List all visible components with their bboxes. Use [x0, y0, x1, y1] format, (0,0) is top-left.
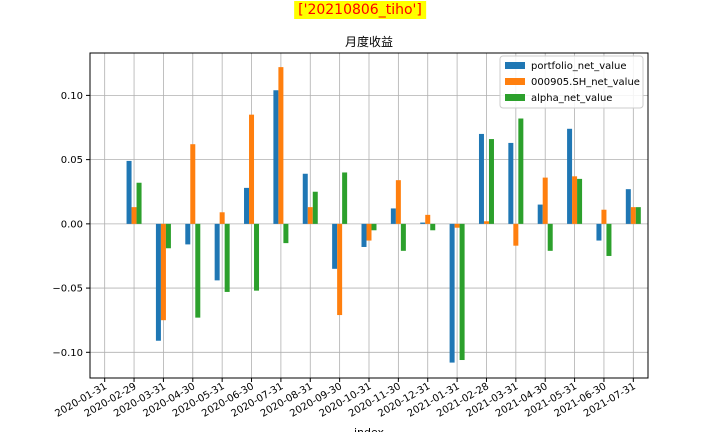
- legend-swatch: [505, 78, 525, 85]
- legend-swatch: [505, 62, 525, 69]
- x-axis: 2020-01-312020-02-292020-03-312020-04-30…: [53, 378, 638, 420]
- bar-alpha_net_value: [430, 223, 436, 231]
- bar-portfolio_net_value: [420, 222, 426, 224]
- bar-alpha_net_value: [547, 223, 553, 251]
- bar-alpha_net_value: [459, 223, 465, 361]
- bar-portfolio_net_value: [273, 90, 279, 224]
- bar-000905.SH_net_value: [425, 214, 431, 224]
- legend-entry: alpha_net_value: [531, 93, 612, 104]
- bar-000905.SH_net_value: [190, 144, 196, 224]
- bars-group: [126, 67, 641, 363]
- y-tick-label: 0.10: [61, 91, 83, 102]
- bar-portfolio_net_value: [332, 223, 338, 269]
- bar-portfolio_net_value: [302, 173, 308, 224]
- bar-alpha_net_value: [577, 178, 583, 224]
- bar-000905.SH_net_value: [160, 223, 166, 321]
- bar-alpha_net_value: [635, 207, 641, 224]
- bar-000905.SH_net_value: [454, 223, 460, 228]
- bar-000905.SH_net_value: [542, 177, 548, 224]
- bar-portfolio_net_value: [155, 223, 161, 341]
- bar-alpha_net_value: [371, 223, 377, 231]
- bar-portfolio_net_value: [126, 160, 132, 224]
- y-tick-label: −0.05: [52, 284, 83, 295]
- legend-swatch: [505, 94, 525, 101]
- figure-suptitle: ['20210806_tiho']: [294, 1, 426, 19]
- bar-000905.SH_net_value: [337, 223, 343, 316]
- bar-000905.SH_net_value: [131, 207, 137, 224]
- legend-entry: 000905.SH_net_value: [531, 77, 640, 88]
- bar-portfolio_net_value: [478, 133, 484, 224]
- y-tick-label: 0.05: [61, 155, 83, 166]
- bar-portfolio_net_value: [361, 223, 367, 247]
- legend-entry: portfolio_net_value: [531, 61, 627, 72]
- legend-box: [499, 55, 644, 109]
- y-axis: −0.10 −0.05 0.00 0.05 0.10: [52, 91, 90, 359]
- bar-000905.SH_net_value: [278, 67, 284, 224]
- bar-alpha_net_value: [518, 118, 524, 224]
- bar-portfolio_net_value: [625, 189, 631, 224]
- bar-portfolio_net_value: [185, 223, 191, 245]
- bar-000905.SH_net_value: [572, 176, 578, 224]
- bar-alpha_net_value: [254, 223, 260, 291]
- bar-portfolio_net_value: [508, 142, 514, 224]
- bar-alpha_net_value: [488, 139, 494, 224]
- bar-portfolio_net_value: [567, 128, 573, 224]
- bar-000905.SH_net_value: [513, 223, 519, 246]
- bar-000905.SH_net_value: [483, 221, 489, 224]
- y-tick-label: −0.10: [52, 348, 83, 359]
- bar-portfolio_net_value: [596, 223, 602, 241]
- bar-000905.SH_net_value: [630, 207, 636, 224]
- bar-portfolio_net_value: [390, 208, 396, 224]
- bar-alpha_net_value: [312, 191, 318, 224]
- bar-000905.SH_net_value: [307, 207, 313, 224]
- bar-000905.SH_net_value: [249, 114, 255, 224]
- bar-alpha_net_value: [136, 182, 142, 224]
- bar-portfolio_net_value: [244, 187, 250, 224]
- bar-portfolio_net_value: [214, 223, 220, 281]
- bar-000905.SH_net_value: [395, 180, 401, 224]
- x-axis-label: index: [354, 426, 385, 432]
- y-tick-label: 0.00: [61, 219, 83, 230]
- bar-000905.SH_net_value: [601, 209, 607, 224]
- bar-alpha_net_value: [342, 172, 348, 224]
- legend: portfolio_net_value 000905.SH_net_valueal…: [499, 55, 644, 109]
- bar-alpha_net_value: [165, 223, 171, 249]
- bar-alpha_net_value: [400, 223, 406, 251]
- bar-alpha_net_value: [224, 223, 230, 292]
- bar-000905.SH_net_value: [366, 223, 372, 241]
- bar-000905.SH_net_value: [219, 212, 225, 224]
- chart-title: 月度收益: [345, 34, 393, 49]
- bar-portfolio_net_value: [537, 204, 543, 224]
- bar-portfolio_net_value: [449, 223, 455, 363]
- bar-alpha_net_value: [606, 223, 612, 256]
- bar-alpha_net_value: [283, 223, 289, 244]
- bar-alpha_net_value: [195, 223, 201, 318]
